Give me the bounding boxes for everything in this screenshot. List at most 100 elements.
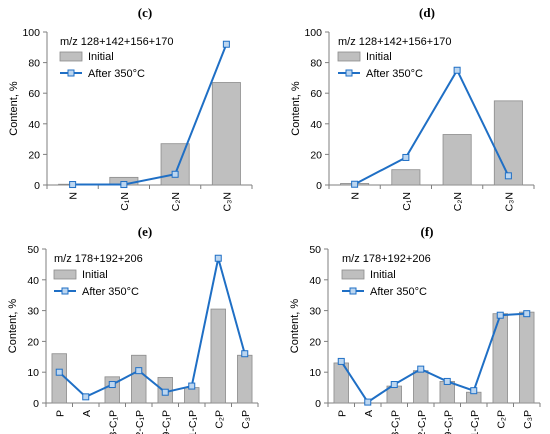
- y-tick-label: 0: [33, 398, 39, 410]
- y-tick-label: 60: [28, 88, 40, 100]
- x-tick-label: 2-C₁P: [134, 410, 146, 434]
- line-after-350c: [354, 68, 510, 186]
- y-tick-label: 80: [310, 58, 322, 70]
- point-after-350c: [82, 393, 90, 401]
- point-after-350c: [161, 388, 169, 396]
- y-tick-label: 100: [22, 27, 40, 39]
- x-tick-label: C₁N: [401, 192, 413, 211]
- legend-label-after: After 350°C: [366, 68, 423, 80]
- x-tick-label: N: [350, 192, 362, 200]
- x-tick-label: 3-C₁P: [107, 410, 119, 434]
- x-tick-label: C₃N: [503, 192, 515, 211]
- panel-c: (c) 0 20 40 60 80 100 Content, % N C₁N C₂N C₃N m/z 1…: [8, 5, 253, 211]
- y-tick-label: 40: [309, 275, 321, 287]
- bar-initial: [51, 353, 67, 404]
- mz-annotation: m/z 128+142+156+170: [60, 36, 173, 48]
- point-after-350c: [171, 170, 179, 178]
- y-tick-label: 100: [304, 27, 322, 39]
- x-tick-label: C₃N: [221, 192, 233, 211]
- point-after-350c: [69, 181, 77, 189]
- point-after-350c: [453, 66, 461, 74]
- point-after-350c: [364, 398, 372, 406]
- bar-initial: [211, 82, 241, 186]
- x-tick-label: C₂N: [170, 192, 182, 211]
- panel-label: (c): [138, 5, 152, 20]
- x-tick-label: C₁N: [119, 192, 131, 211]
- x-tick-label: 3-C₁P: [389, 410, 401, 434]
- bar-initial: [519, 311, 535, 404]
- panel-e: (e) 0 10 20 30 40 50 Content, % P A 3-C₁P 2-C₁P 9-C₁…: [7, 224, 259, 434]
- point-after-350c: [417, 365, 425, 373]
- x-tick-label: P: [336, 410, 348, 417]
- x-tick-label: C₂N: [452, 192, 464, 211]
- legend-swatch-initial: [59, 51, 83, 62]
- x-tick-label: 9-C₁P: [160, 410, 172, 434]
- point-after-350c: [504, 172, 512, 180]
- y-tick-label: 10: [309, 367, 321, 379]
- point-after-350c: [390, 381, 398, 389]
- legend-label-initial: Initial: [370, 269, 396, 281]
- legend-label-initial: Initial: [366, 51, 392, 63]
- point-after-350c: [523, 310, 531, 318]
- point-after-350c: [402, 153, 410, 161]
- legend-label-initial: Initial: [88, 51, 114, 63]
- legend-marker-after: [345, 69, 353, 77]
- legend-swatch-initial: [53, 269, 77, 280]
- legend-label-initial: Initial: [82, 269, 108, 281]
- point-after-350c: [135, 367, 143, 375]
- point-after-350c: [443, 377, 451, 385]
- x-tick-label: C₂P: [495, 410, 507, 429]
- x-tick-label: 9-C₁P: [442, 410, 454, 434]
- x-tick-label: C₃P: [240, 410, 252, 429]
- x-tick-label: C₂P: [213, 410, 225, 429]
- mz-annotation: m/z 178+192+206: [54, 253, 143, 265]
- point-after-350c: [214, 254, 222, 262]
- bar-initial: [184, 387, 200, 404]
- y-tick-label: 0: [315, 398, 321, 410]
- line-after-350c: [58, 257, 246, 399]
- mz-annotation: m/z 128+142+156+170: [338, 36, 451, 48]
- y-tick-label: 20: [27, 336, 39, 348]
- y-axis-label: Content, %: [289, 299, 301, 354]
- legend-label-after: After 350°C: [82, 286, 139, 298]
- bar-initial: [391, 169, 421, 186]
- legend-marker-after: [67, 69, 75, 77]
- point-after-350c: [351, 180, 359, 188]
- x-tick-label: A: [81, 410, 93, 417]
- y-tick-label: 40: [28, 119, 40, 131]
- x-tick-label: 1-C₁P: [469, 410, 481, 434]
- legend-swatch-initial: [337, 51, 361, 62]
- x-tick-label: P: [54, 410, 66, 417]
- point-after-350c: [496, 311, 504, 319]
- bar-initial: [237, 354, 253, 404]
- y-tick-label: 30: [309, 306, 321, 318]
- bar-initial: [493, 100, 523, 186]
- x-tick-label: 1-C₁P: [187, 410, 199, 434]
- legend-swatch-initial: [341, 269, 365, 280]
- bar-initial: [413, 370, 429, 404]
- y-tick-label: 40: [310, 119, 322, 131]
- mz-annotation: m/z 178+192+206: [342, 253, 431, 265]
- bar-initial: [131, 354, 147, 404]
- point-after-350c: [222, 40, 230, 48]
- bar-initial: [442, 134, 472, 186]
- y-tick-label: 60: [310, 88, 322, 100]
- y-tick-label: 50: [309, 244, 321, 256]
- x-tick-label: N: [68, 192, 80, 200]
- point-after-350c: [55, 368, 63, 376]
- legend-marker-after: [349, 287, 357, 295]
- y-axis-label: Content, %: [7, 299, 19, 354]
- panel-label: (d): [419, 5, 435, 20]
- x-tick-label: A: [363, 410, 375, 417]
- y-tick-label: 20: [28, 149, 40, 161]
- y-tick-label: 80: [28, 58, 40, 70]
- bar-initial: [210, 308, 226, 404]
- y-tick-label: 0: [34, 180, 40, 192]
- point-after-350c: [470, 387, 478, 395]
- line-after-350c: [340, 312, 527, 404]
- y-tick-label: 30: [27, 306, 39, 318]
- point-after-350c: [120, 181, 128, 189]
- y-axis-label: Content, %: [8, 81, 20, 136]
- panel-label: (e): [138, 224, 152, 239]
